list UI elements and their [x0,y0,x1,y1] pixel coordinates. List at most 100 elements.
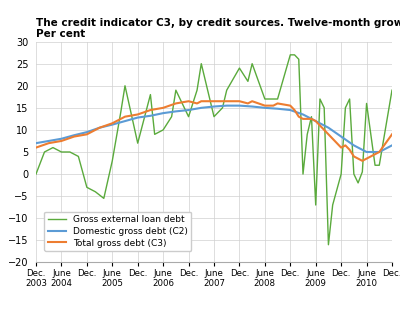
Gross external loan debt [305,132,310,136]
Total gross debt (C3) [34,146,38,149]
Gross external loan debt [390,88,394,92]
Line: Domestic gross debt (C2): Domestic gross debt (C2) [36,106,392,152]
Total gross debt (C3) [288,104,293,108]
Total gross debt (C3) [122,115,127,119]
Total gross debt (C3) [352,155,356,158]
Total gross debt (C3) [347,148,352,152]
Gross external loan debt [288,53,293,57]
Total gross debt (C3) [246,101,250,105]
Total gross debt (C3) [186,99,191,103]
Total gross debt (C3) [46,141,51,145]
Text: June
2010: June 2010 [356,269,378,288]
Total gross debt (C3) [135,113,140,116]
Total gross debt (C3) [339,146,344,149]
Domestic gross debt (C2) [275,107,280,111]
Domestic gross debt (C2) [199,106,204,110]
Total gross debt (C3) [309,117,314,121]
Domestic gross debt (C2) [46,139,51,143]
Text: Dec.: Dec. [77,269,96,278]
Text: Dec.: Dec. [332,269,351,278]
Total gross debt (C3) [360,159,365,163]
Domestic gross debt (C2) [224,104,229,108]
Text: June
2007: June 2007 [203,269,225,288]
Domestic gross debt (C2) [59,137,64,141]
Domestic gross debt (C2) [97,126,102,130]
Total gross debt (C3) [305,117,310,121]
Text: June
2005: June 2005 [101,269,123,288]
Domestic gross debt (C2) [84,130,89,134]
Gross external loan debt [34,172,38,176]
Total gross debt (C3) [373,152,378,156]
Total gross debt (C3) [195,101,200,105]
Total gross debt (C3) [313,119,318,123]
Total gross debt (C3) [84,132,89,136]
Total gross debt (C3) [326,132,331,136]
Total gross debt (C3) [250,99,254,103]
Total gross debt (C3) [59,139,64,143]
Total gross debt (C3) [292,108,297,112]
Total gross debt (C3) [220,99,225,103]
Total gross debt (C3) [199,99,204,103]
Total gross debt (C3) [110,121,115,125]
Domestic gross debt (C2) [122,119,127,123]
Domestic gross debt (C2) [339,135,344,139]
Text: Dec.: Dec. [280,269,300,278]
Gross external loan debt [318,97,322,101]
Gross external loan debt [169,115,174,119]
Domestic gross debt (C2) [148,114,153,118]
Gross external loan debt [161,128,166,132]
Domestic gross debt (C2) [250,105,254,108]
Legend: Gross external loan debt, Domestic gross debt (C2), Total gross debt (C3): Gross external loan debt, Domestic gross… [44,212,192,251]
Domestic gross debt (C2) [377,150,382,154]
Gross external loan debt [377,163,382,167]
Total gross debt (C3) [224,99,229,103]
Total gross debt (C3) [212,99,216,103]
Total gross debt (C3) [271,104,276,108]
Total gross debt (C3) [377,150,382,154]
Total gross debt (C3) [262,104,267,108]
Domestic gross debt (C2) [161,111,166,115]
Total gross debt (C3) [390,132,394,136]
Domestic gross debt (C2) [34,141,38,145]
Domestic gross debt (C2) [135,116,140,119]
Domestic gross debt (C2) [301,113,306,116]
Domestic gross debt (C2) [390,143,394,147]
Text: June
2004: June 2004 [50,269,72,288]
Domestic gross debt (C2) [110,123,115,126]
Text: Dec.: Dec. [382,269,400,278]
Domestic gross debt (C2) [313,119,318,123]
Total gross debt (C3) [364,157,369,161]
Text: June
2006: June 2006 [152,269,174,288]
Total gross debt (C3) [301,117,306,121]
Domestic gross debt (C2) [352,143,356,147]
Text: Dec.: Dec. [128,269,148,278]
Text: June
2009: June 2009 [305,269,327,288]
Domestic gross debt (C2) [364,150,369,154]
Total gross debt (C3) [296,115,301,119]
Text: Dec.: Dec. [179,269,198,278]
Line: Gross external loan debt: Gross external loan debt [36,55,392,245]
Text: Dec.: Dec. [230,269,249,278]
Line: Total gross debt (C3): Total gross debt (C3) [36,101,392,161]
Total gross debt (C3) [237,99,242,103]
Domestic gross debt (C2) [174,109,178,113]
Domestic gross debt (C2) [262,106,267,110]
Domestic gross debt (C2) [326,126,331,130]
Domestic gross debt (C2) [186,108,191,112]
Domestic gross debt (C2) [288,108,293,112]
Total gross debt (C3) [148,108,153,112]
Gross external loan debt [122,84,127,88]
Domestic gross debt (C2) [237,104,242,108]
Text: June
2008: June 2008 [254,269,276,288]
Total gross debt (C3) [72,135,76,139]
Total gross debt (C3) [174,101,178,105]
Total gross debt (C3) [97,126,102,130]
Total gross debt (C3) [356,157,360,161]
Domestic gross debt (C2) [212,105,216,108]
Domestic gross debt (C2) [72,133,76,137]
Total gross debt (C3) [275,101,280,105]
Text: The credit indicator C3, by credit sources. Twelve-month growth.
Per cent: The credit indicator C3, by credit sourc… [36,18,400,39]
Total gross debt (C3) [161,106,166,110]
Gross external loan debt [326,243,331,247]
Text: Dec.
2003: Dec. 2003 [25,269,47,288]
